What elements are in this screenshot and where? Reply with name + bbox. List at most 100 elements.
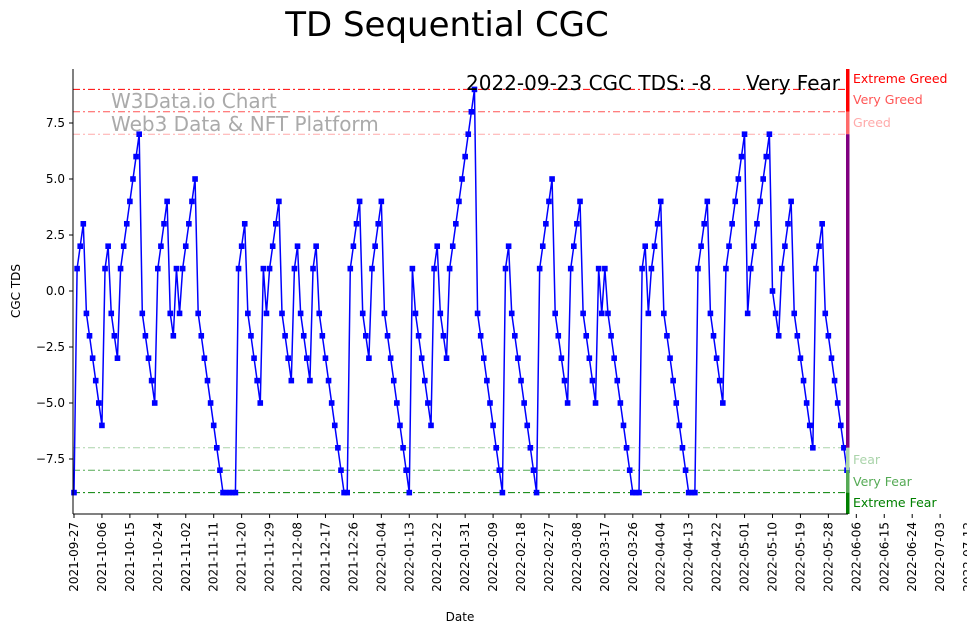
x-tick-label: 2022-05-19	[793, 522, 807, 592]
x-tick-label: 2021-10-24	[151, 522, 165, 592]
data-point	[207, 400, 214, 406]
y-tick-label: −2.5	[36, 340, 65, 354]
data-point	[698, 243, 704, 249]
data-point	[288, 377, 295, 384]
data-point	[443, 355, 450, 361]
data-point	[626, 467, 633, 473]
data-point	[83, 310, 90, 317]
data-point	[369, 265, 375, 272]
data-point	[182, 243, 189, 249]
data-point	[682, 467, 689, 473]
data-point	[797, 355, 804, 361]
zone-labels: Extreme Greed Very Greed Greed Fear Very Fea…	[853, 71, 947, 510]
data-point	[763, 153, 770, 160]
data-point	[350, 243, 357, 249]
y-tick-label: 5.0	[46, 172, 65, 186]
x-tick-label: 2022-01-04	[374, 522, 388, 592]
data-point	[617, 400, 624, 406]
data-point	[359, 310, 366, 317]
data-point	[294, 243, 301, 249]
zone-bar-extreme-fear	[846, 492, 850, 514]
data-point	[539, 243, 546, 249]
data-point	[816, 243, 822, 249]
data-point	[195, 310, 201, 317]
data-point	[800, 377, 807, 384]
series-layer	[71, 86, 850, 496]
data-point	[477, 333, 484, 339]
x-tick-label: 2021-11-29	[263, 522, 277, 592]
data-point	[688, 489, 695, 496]
zone-label-very-fear: Very Fear	[853, 474, 913, 489]
data-point	[201, 355, 208, 361]
data-point	[493, 445, 500, 451]
x-tick-label: 2021-11-11	[207, 522, 221, 592]
data-point	[670, 377, 676, 384]
data-point	[735, 176, 742, 182]
data-point	[155, 265, 161, 272]
data-point	[623, 445, 630, 451]
data-point	[192, 176, 198, 182]
data-point	[92, 377, 99, 384]
x-tick-label: 2022-04-22	[710, 522, 724, 592]
x-tick-label: 2021-11-02	[179, 522, 193, 592]
data-point	[179, 265, 186, 272]
data-point	[108, 310, 115, 317]
data-point	[285, 355, 292, 361]
data-point	[186, 221, 192, 227]
data-point	[313, 243, 319, 249]
data-point	[710, 333, 717, 339]
data-point	[595, 265, 602, 272]
x-tick-label: 2022-07-03	[933, 522, 947, 592]
data-point	[89, 355, 96, 361]
data-point	[775, 333, 782, 339]
data-point	[496, 467, 503, 473]
data-point	[580, 310, 586, 317]
data-point	[561, 377, 568, 384]
data-point	[347, 265, 354, 272]
data-point	[555, 333, 562, 339]
data-point	[74, 265, 80, 272]
data-point	[241, 221, 248, 227]
zone-bar-extreme-greed	[846, 69, 850, 112]
data-point	[120, 243, 127, 249]
data-point	[456, 198, 462, 205]
data-point	[406, 489, 413, 496]
data-point	[335, 445, 341, 451]
data-point	[744, 310, 751, 317]
data-point	[692, 489, 698, 496]
data-point	[701, 221, 707, 227]
data-point	[446, 265, 453, 272]
series-line	[73, 89, 848, 494]
data-point	[276, 198, 282, 205]
x-tick-label: 2022-04-04	[654, 522, 668, 592]
data-point	[123, 221, 130, 227]
data-point	[558, 355, 565, 361]
chart-subtitle: 2022-09-23 CGC TDS: -8	[466, 71, 712, 95]
x-tick-label: 2022-03-26	[626, 522, 640, 592]
data-point	[381, 310, 388, 317]
data-point	[741, 131, 748, 137]
data-point	[161, 221, 167, 227]
data-point	[148, 377, 155, 384]
data-point	[574, 221, 580, 227]
data-point	[316, 310, 323, 317]
data-point	[232, 489, 239, 496]
data-point	[390, 377, 397, 384]
data-point	[248, 333, 254, 339]
data-point	[328, 400, 335, 406]
x-tick-label: 2022-06-06	[849, 522, 863, 592]
data-point	[664, 333, 670, 339]
data-point	[304, 355, 310, 361]
data-point	[598, 310, 605, 317]
data-point	[86, 333, 93, 339]
data-point	[760, 176, 766, 182]
data-point	[71, 489, 77, 496]
data-point	[307, 377, 313, 384]
zone-bar-neutral	[846, 134, 850, 448]
data-point	[375, 221, 382, 227]
data-point	[533, 489, 540, 496]
data-point	[695, 265, 701, 272]
x-tick-label: 2022-04-13	[682, 522, 696, 592]
x-tick-label: 2022-05-28	[821, 522, 835, 592]
data-point	[176, 310, 183, 317]
